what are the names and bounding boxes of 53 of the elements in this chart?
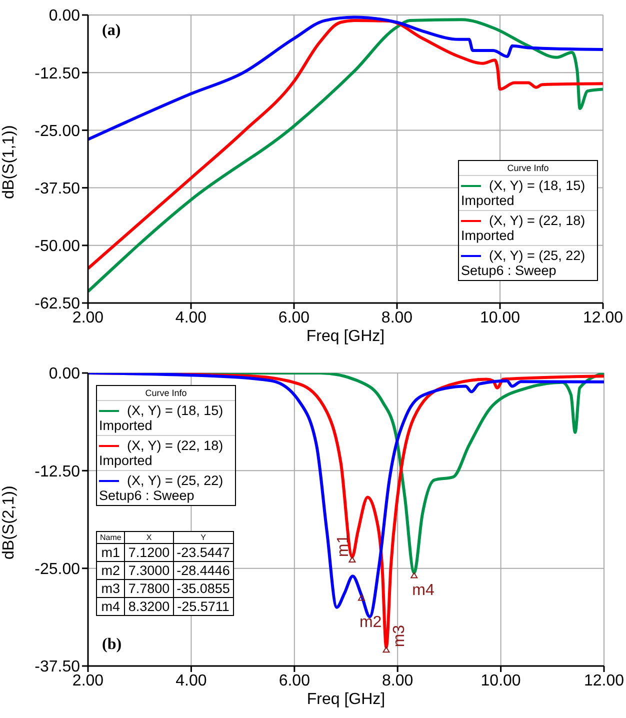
annotation: (a) [102,22,121,40]
annotation: 7.7800 [124,580,174,598]
legend-label: (X, Y) = (22, 18) Imported [99,438,233,468]
annotation: m1 [335,534,352,557]
annotation: m2 [359,614,382,632]
x-tick-label: 4.00 [176,672,207,690]
annotation: 7.3000 [124,562,174,580]
annotation: Name [96,532,125,544]
annotation: (b) [102,636,122,654]
y-tick-label: 0.00 [48,366,80,383]
legend-title: Curve Info [97,386,235,401]
x-tick-label: 10.00 [480,672,521,690]
x-tick-label: 6.00 [278,309,310,326]
x-tick-label: 4.00 [175,309,207,326]
annotation: m4 [412,582,434,599]
legend-label: (X, Y) = (25, 22) Setup6 : Sweep [99,473,224,503]
y-axis-title: dB(S(2,1)) [0,486,18,560]
annotation: 7.1200 [124,544,174,562]
legend-title: Curve Info [459,161,597,176]
x-tick-label: 12.00 [584,672,624,690]
annotation: -35.0855 [173,580,234,598]
y-tick-label: -50.00 [34,238,80,256]
x-tick-label: 10.00 [480,309,520,326]
x-tick-label: 8.00 [382,672,414,690]
text: m4 [101,599,120,614]
x-tick-label: 2.00 [72,309,104,326]
legend-label: (X, Y) = (18, 15) Imported [99,403,233,433]
y-tick-label: -12.50 [34,65,80,82]
annotation: 8.3200 [124,598,174,616]
x-tick-label: 12.00 [582,309,624,326]
y-tick-label: -12.50 [34,463,80,480]
x-axis-title: Freq [GHz] [306,328,385,345]
x-tick-label: 8.00 [381,309,413,326]
y-tick-label: -25.00 [34,122,80,140]
annotation: m3 [391,624,408,648]
annotation: Y [173,532,234,544]
y-tick-label: 0.00 [48,8,80,25]
annotation: -23.5447 [173,544,234,562]
y-tick-label: -37.50 [34,180,80,198]
text: m2 [101,563,120,578]
text: m1 [101,545,120,560]
legend-label: (X, Y) = (18, 15) Imported [461,178,595,208]
annotation: -25.5711 [173,598,234,616]
x-tick-label: 2.00 [72,672,104,690]
legend-label: (X, Y) = (25, 22) Setup6 : Sweep [461,248,586,278]
legend-label: (X, Y) = (22, 18) Imported [461,213,595,243]
x-tick-label: 6.00 [278,672,310,690]
y-axis-title: dB(S(1,1)) [0,125,18,199]
x-axis-title: Freq [GHz] [306,691,386,708]
text: m3 [101,581,120,596]
annotation: X [124,532,174,544]
y-tick-label: -25.00 [34,561,80,578]
annotation: -28.4446 [173,562,234,580]
